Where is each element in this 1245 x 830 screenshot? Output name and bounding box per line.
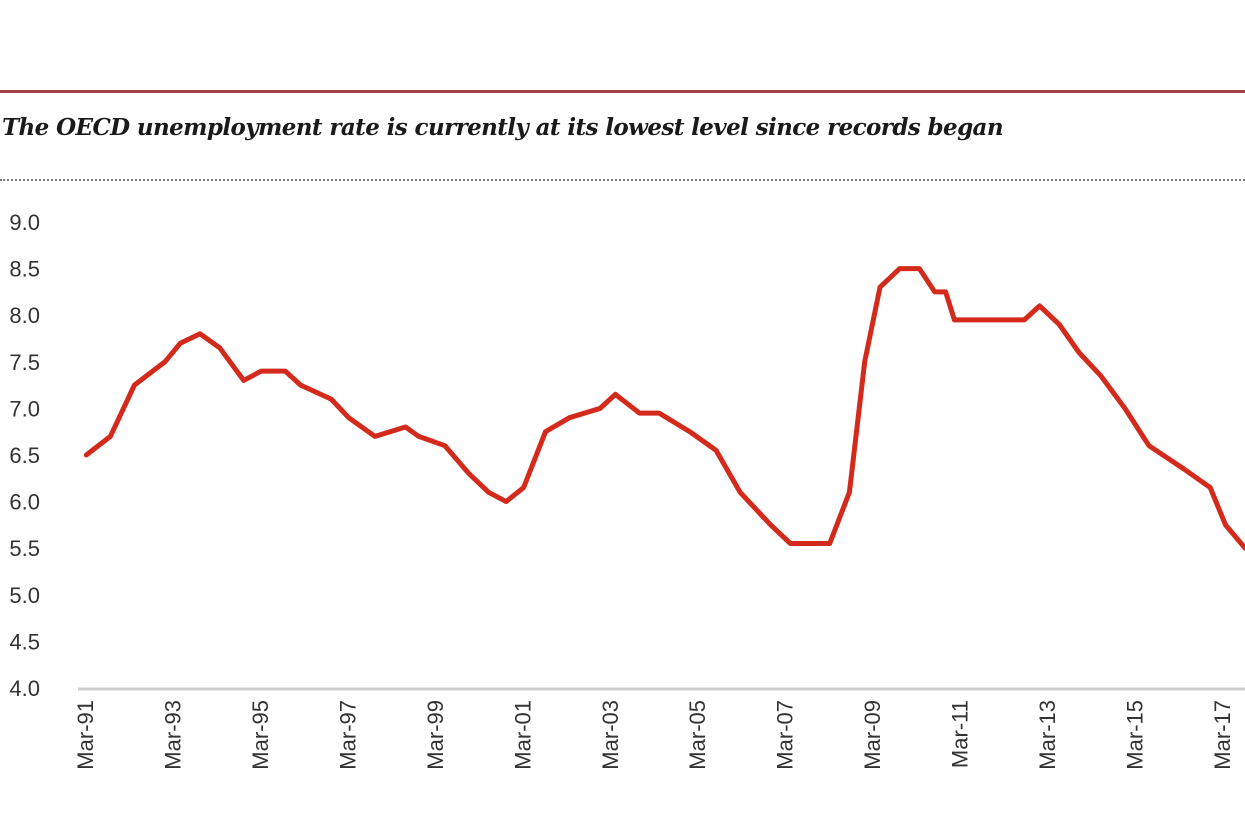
y-tick-label: 9.0 [9,210,40,235]
header-rule [0,90,1245,93]
y-tick-label: 6.0 [9,490,40,515]
y-tick-label: 5.5 [9,536,40,561]
y-tick-label: 5.0 [9,583,40,608]
chart-title: The OECD unemployment rate is currently … [2,114,1004,141]
x-tick-label: Mar-15 [1123,700,1148,770]
x-axis-ticks: Mar-91 Mar-93 Mar-95 Mar-97 Mar-99 Mar-01 Mar-… [73,700,1235,770]
dotted-divider [0,179,1245,181]
x-tick-label: Mar-09 [860,700,885,770]
x-tick-label: Mar-97 [335,700,360,770]
y-tick-label: 4.0 [9,676,40,701]
x-tick-label: Mar-03 [598,700,623,770]
x-tick-label: Mar-17 [1210,700,1235,770]
x-tick-label: Mar-13 [1035,700,1060,770]
x-tick-label: Mar-01 [510,700,535,770]
y-tick-label: 4.5 [9,629,40,654]
y-tick-label: 6.5 [9,443,40,468]
x-tick-label: Mar-93 [160,700,185,770]
x-tick-label: Mar-07 [773,700,798,770]
x-tick-label: Mar-11 [948,700,973,768]
y-tick-label: 7.5 [9,350,40,375]
series-line-oecd-unemployment [83,266,1245,551]
y-axis-ticks: 4.0 4.5 5.0 5.5 6.0 6.5 7.0 7.5 8.0 8.5 9.0 [9,210,40,701]
x-tick-label: Mar-05 [685,700,710,770]
x-tick-label: Mar-91 [73,700,98,770]
y-tick-label: 8.5 [9,257,40,282]
y-tick-label: 8.0 [9,303,40,328]
x-tick-label: Mar-99 [423,700,448,770]
x-tick-label: Mar-95 [248,700,273,770]
y-tick-label: 7.0 [9,396,40,421]
